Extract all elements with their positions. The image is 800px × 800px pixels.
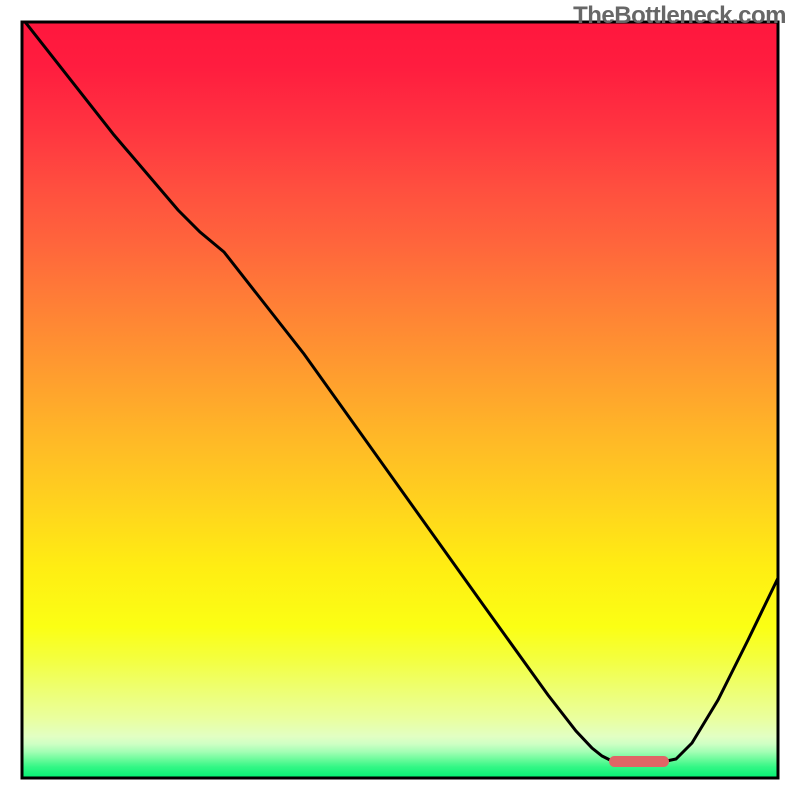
gradient-background <box>22 22 778 778</box>
optimal-range-marker <box>609 756 669 767</box>
bottleneck-chart <box>0 0 800 800</box>
watermark-text: TheBottleneck.com <box>573 2 786 30</box>
